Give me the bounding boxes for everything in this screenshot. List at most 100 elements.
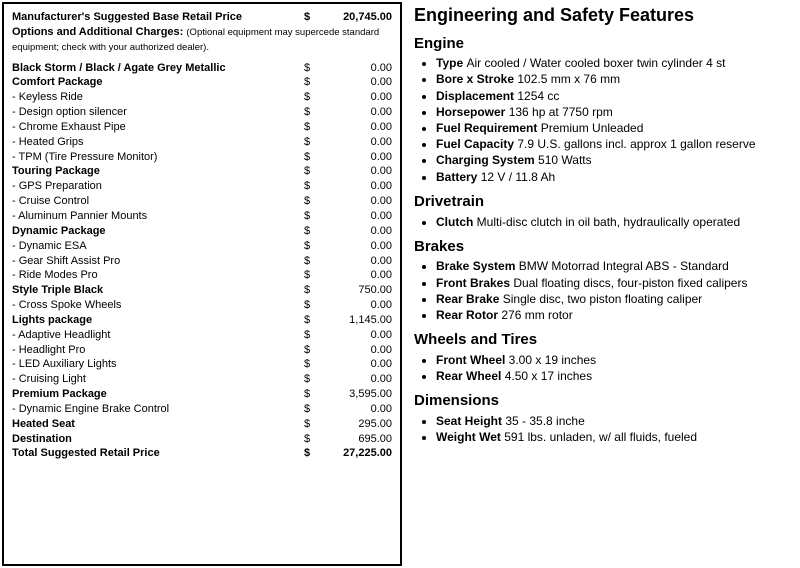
price-item-value: 1,145.00	[322, 313, 392, 328]
price-item-value: 295.00	[322, 417, 392, 432]
spec-value: 510 Watts	[538, 153, 592, 167]
spec-name: Brake System	[436, 259, 519, 273]
price-item-value: 0.00	[322, 298, 392, 313]
currency-symbol: $	[304, 164, 322, 179]
price-row: Touring Package$0.00	[12, 164, 392, 179]
price-item-value: 0.00	[322, 150, 392, 165]
spec-item: Fuel Capacity 7.9 U.S. gallons incl. app…	[436, 136, 790, 152]
features-title: Engineering and Safety Features	[414, 4, 790, 27]
msrp-value: 20,745.00	[322, 10, 392, 25]
spec-value: Single disc, two piston floating caliper	[503, 292, 702, 306]
currency-symbol: $	[304, 90, 322, 105]
spec-item: Weight Wet 591 lbs. unladen, w/ all flui…	[436, 429, 790, 445]
price-row: - Aluminum Pannier Mounts$0.00	[12, 209, 392, 224]
currency-symbol: $	[304, 432, 322, 447]
section-heading: Engine	[414, 35, 790, 54]
spec-name: Horsepower	[436, 105, 509, 119]
price-item-label: Style Triple Black	[12, 283, 304, 298]
spec-value: BMW Motorrad Integral ABS - Standard	[519, 259, 729, 273]
price-row: - Cross Spoke Wheels$0.00	[12, 298, 392, 313]
spec-name: Rear Brake	[436, 292, 503, 306]
spec-list: Brake System BMW Motorrad Integral ABS -…	[414, 258, 790, 323]
spec-value: 591 lbs. unladen, w/ all fluids, fueled	[504, 430, 697, 444]
price-item-label: - Cruise Control	[12, 194, 304, 209]
spec-list: Front Wheel 3.00 x 19 inchesRear Wheel 4…	[414, 352, 790, 384]
spec-name: Type	[436, 56, 466, 70]
options-note-row: Options and Additional Charges: (Optiona…	[12, 25, 392, 55]
spec-item: Horsepower 136 hp at 7750 rpm	[436, 104, 790, 120]
price-item-value: 0.00	[322, 268, 392, 283]
price-row: - Adaptive Headlight$0.00	[12, 328, 392, 343]
price-item-value: 0.00	[322, 90, 392, 105]
spec-item: Rear Rotor 276 mm rotor	[436, 307, 790, 323]
price-item-label: - LED Auxiliary Lights	[12, 357, 304, 372]
price-item-label: - Cruising Light	[12, 372, 304, 387]
spec-item: Charging System 510 Watts	[436, 152, 790, 168]
currency-symbol: $	[304, 10, 322, 25]
spec-name: Fuel Requirement	[436, 121, 541, 135]
price-item-label: Premium Package	[12, 387, 304, 402]
currency-symbol: $	[304, 387, 322, 402]
currency-symbol: $	[304, 135, 322, 150]
spec-name: Rear Wheel	[436, 369, 505, 383]
price-row: - Cruise Control$0.00	[12, 194, 392, 209]
spec-value: Dual floating discs, four-piston fixed c…	[513, 276, 747, 290]
price-row: - Design option silencer$0.00	[12, 105, 392, 120]
spec-item: Clutch Multi-disc clutch in oil bath, hy…	[436, 214, 790, 230]
currency-symbol: $	[304, 298, 322, 313]
section-heading: Drivetrain	[414, 193, 790, 212]
price-row: - Keyless Ride$0.00	[12, 90, 392, 105]
price-item-label: Dynamic Package	[12, 224, 304, 239]
spec-name: Front Wheel	[436, 353, 509, 367]
spec-item: Seat Height 35 - 35.8 inche	[436, 413, 790, 429]
currency-symbol: $	[304, 75, 322, 90]
currency-symbol: $	[304, 179, 322, 194]
price-item-value: 0.00	[322, 239, 392, 254]
price-item-label: - Chrome Exhaust Pipe	[12, 120, 304, 135]
spec-item: Fuel Requirement Premium Unleaded	[436, 120, 790, 136]
spec-value: Multi-disc clutch in oil bath, hydraulic…	[477, 215, 740, 229]
spec-value: 1254 cc	[517, 89, 559, 103]
spec-value: 3.00 x 19 inches	[509, 353, 596, 367]
price-item-value: 0.00	[322, 357, 392, 372]
total-value: 27,225.00	[322, 446, 392, 461]
price-row: Dynamic Package$0.00	[12, 224, 392, 239]
spec-item: Rear Brake Single disc, two piston float…	[436, 291, 790, 307]
price-item-value: 695.00	[322, 432, 392, 447]
price-item-label: - Adaptive Headlight	[12, 328, 304, 343]
section-heading: Brakes	[414, 238, 790, 257]
currency-symbol: $	[304, 328, 322, 343]
spec-list: Clutch Multi-disc clutch in oil bath, hy…	[414, 214, 790, 230]
price-row: - Heated Grips$0.00	[12, 135, 392, 150]
spec-name: Displacement	[436, 89, 517, 103]
price-item-label: Touring Package	[12, 164, 304, 179]
currency-symbol: $	[304, 446, 322, 461]
price-item-label: - Cross Spoke Wheels	[12, 298, 304, 313]
spec-name: Clutch	[436, 215, 477, 229]
price-item-value: 0.00	[322, 75, 392, 90]
price-item-value: 0.00	[322, 61, 392, 76]
price-row: Comfort Package$0.00	[12, 75, 392, 90]
price-item-label: - Gear Shift Assist Pro	[12, 254, 304, 269]
price-row: Lights package$1,145.00	[12, 313, 392, 328]
price-item-value: 0.00	[322, 343, 392, 358]
spec-value: 7.9 U.S. gallons incl. approx 1 gallon r…	[517, 137, 755, 151]
currency-symbol: $	[304, 120, 322, 135]
section-heading: Dimensions	[414, 392, 790, 411]
spec-value: 102.5 mm x 76 mm	[517, 72, 620, 86]
price-row: Style Triple Black$750.00	[12, 283, 392, 298]
spec-name: Battery	[436, 170, 481, 184]
price-item-value: 0.00	[322, 328, 392, 343]
currency-symbol: $	[304, 402, 322, 417]
price-item-label: - GPS Preparation	[12, 179, 304, 194]
price-item-label: - Keyless Ride	[12, 90, 304, 105]
currency-symbol: $	[304, 283, 322, 298]
price-item-value: 0.00	[322, 224, 392, 239]
price-item-label: Black Storm / Black / Agate Grey Metalli…	[12, 61, 304, 76]
currency-symbol: $	[304, 417, 322, 432]
price-item-value: 0.00	[322, 164, 392, 179]
spec-list: Type Air cooled / Water cooled boxer twi…	[414, 55, 790, 185]
price-item-value: 0.00	[322, 135, 392, 150]
options-label: Options and Additional Charges:	[12, 26, 183, 38]
spec-name: Bore x Stroke	[436, 72, 517, 86]
